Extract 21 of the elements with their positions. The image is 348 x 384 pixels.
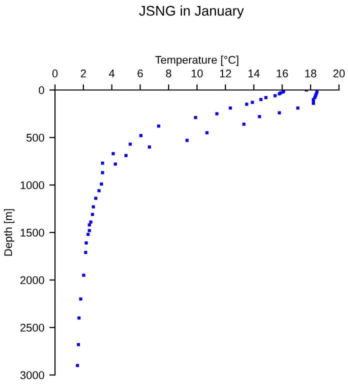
x-tick-label: 20 [333, 70, 345, 78]
x-tick-label: 6 [138, 70, 143, 78]
y-tick-label: 1500 [20, 228, 44, 237]
y-tick-label: 2500 [20, 324, 44, 332]
y-axis-title: Depth [m] [4, 209, 14, 256]
x-axis-title: Temperature [°C] [155, 56, 238, 66]
x-tick-label: 16 [276, 70, 288, 78]
chart-title: JSNG in January [139, 6, 244, 18]
x-tick-label: 8 [166, 70, 172, 78]
x-tick-label: 0 [52, 70, 58, 78]
x-tick-label: 10 [192, 70, 203, 78]
y-tick-label: 3000 [20, 371, 44, 380]
y-tick-label: 500 [26, 134, 44, 142]
x-tick-label: 18 [305, 70, 316, 78]
x-tick-label: 2 [80, 70, 86, 78]
x-tick-label: 14 [248, 70, 260, 78]
x-tick-label: 12 [220, 70, 232, 78]
y-tick-label: 0 [38, 86, 44, 94]
x-tick-label: 4 [108, 70, 115, 78]
y-tick-label: 1000 [20, 181, 44, 190]
y-tick-label: 2000 [20, 276, 44, 284]
